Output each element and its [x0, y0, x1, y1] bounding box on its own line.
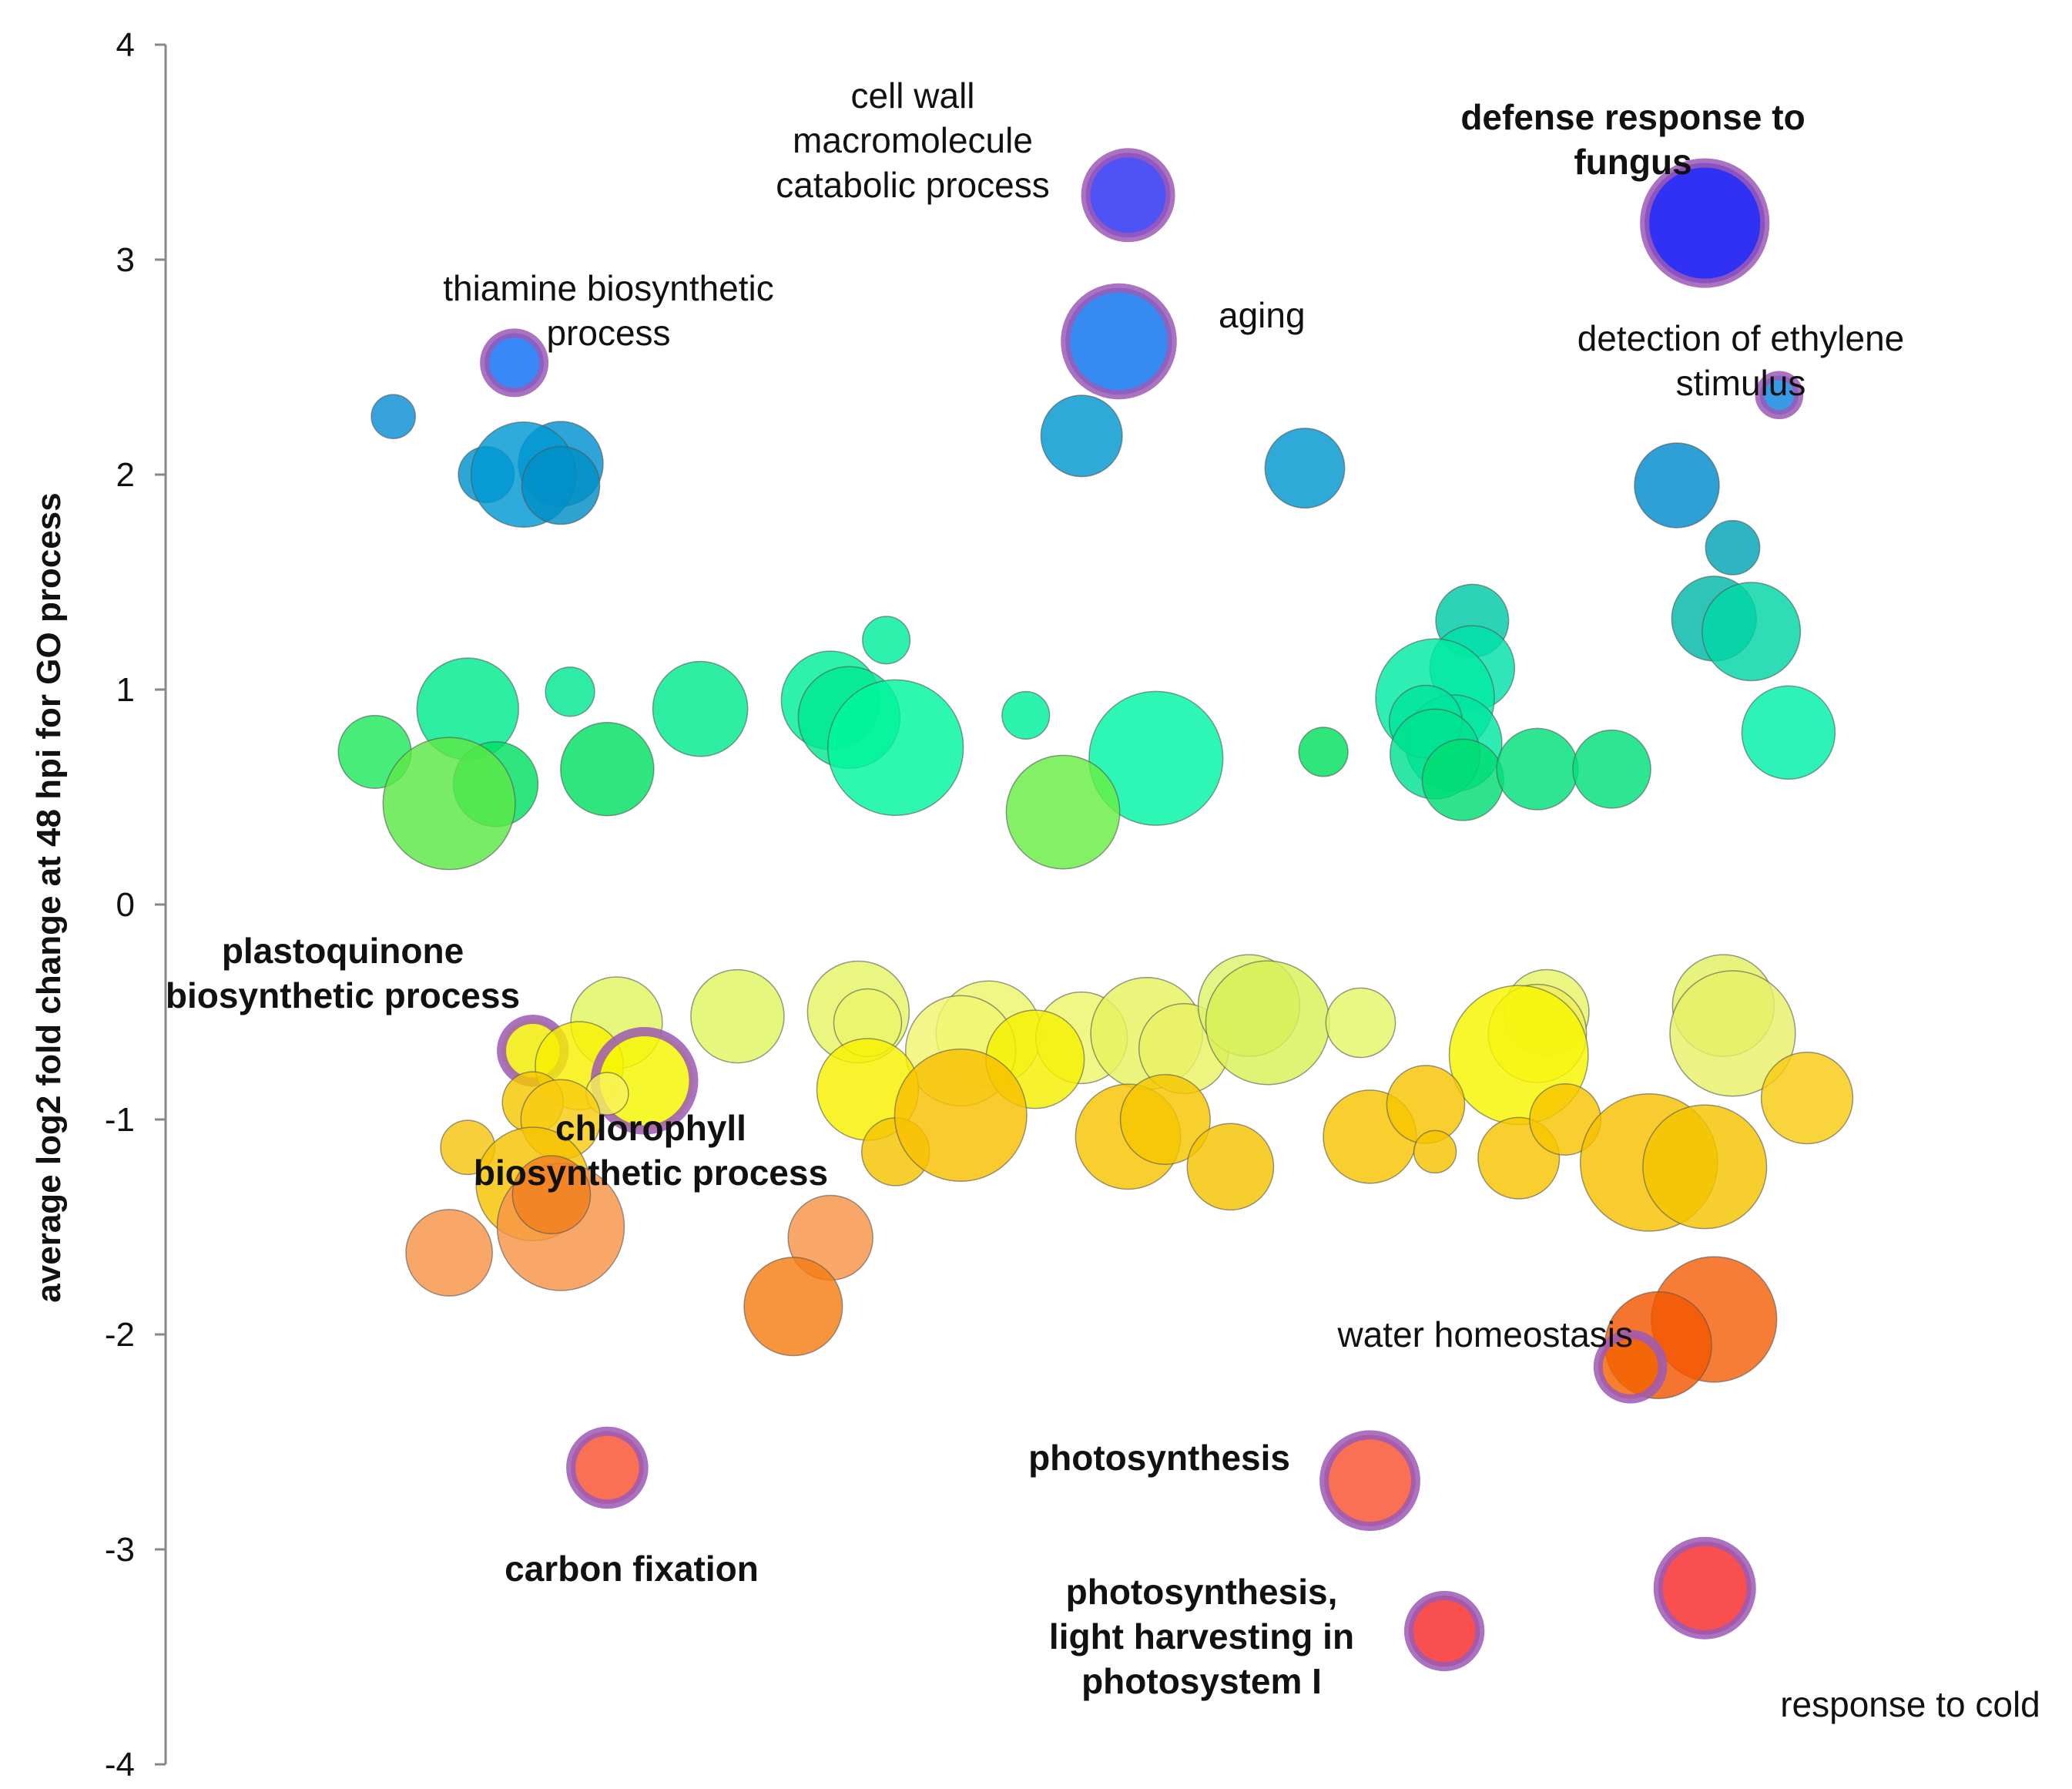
bubble: [1040, 394, 1123, 478]
annotation-layer: cell wall macromolecule catabolic process d…: [166, 76, 2040, 1724]
y-tick-label: -2: [105, 1316, 135, 1354]
annotation-label: photosynthesis: [1028, 1438, 1290, 1478]
bubble: [826, 679, 964, 817]
y-tick-label: 0: [116, 886, 135, 924]
highlighted-bubble: [1061, 283, 1177, 400]
y-tick-label: 4: [116, 26, 135, 64]
bubble: [1119, 1073, 1211, 1166]
annotation-label: chlorophyll biosynthetic process: [474, 1108, 828, 1193]
annotation-label: thiamine biosynthetic process: [443, 268, 774, 353]
bubble: [1702, 582, 1802, 682]
bubble: [1001, 690, 1051, 740]
bubble: [1496, 727, 1579, 811]
y-tick-label: 2: [116, 456, 135, 494]
bubble: [1325, 987, 1396, 1059]
bubble-layer: [337, 148, 1854, 1672]
bubble: [1705, 519, 1761, 576]
bubble: [382, 737, 516, 871]
highlighted-bubble: [1403, 1590, 1485, 1672]
bubble: [1386, 1065, 1466, 1144]
bubble: [894, 1048, 1028, 1182]
bubble: [1760, 1051, 1854, 1145]
bubble: [1264, 428, 1346, 509]
bubble: [1642, 1104, 1768, 1230]
y-tick-label: 1: [116, 671, 135, 709]
highlighted-bubble: [566, 1426, 649, 1509]
y-axis-title: average log2 fold change at 48 hpi for G…: [30, 492, 68, 1302]
bubble: [1634, 442, 1720, 529]
bubble: [862, 616, 911, 665]
bubble: [1572, 729, 1651, 809]
annotation-label: defense response to fungus: [1460, 97, 1805, 182]
bubble: [521, 445, 601, 525]
bubble: [1186, 1123, 1275, 1211]
highlighted-bubble: [1081, 148, 1175, 243]
bubble: [690, 968, 785, 1064]
bubble: [545, 666, 595, 717]
y-tick-label: 3: [116, 241, 135, 279]
bubble: [1205, 960, 1330, 1086]
y-axis-ticks: 4 3 2 1 0 -1 -2 -3 -4: [105, 26, 166, 1784]
annotation-label: carbon fixation: [505, 1549, 759, 1589]
bubble: [743, 1257, 843, 1357]
y-tick-label: -1: [105, 1101, 135, 1139]
bubble: [1741, 685, 1836, 780]
bubble: [1413, 1129, 1457, 1174]
annotation-label: cell wall macromolecule catabolic process: [776, 76, 1049, 205]
bubble: [1005, 754, 1121, 870]
highlighted-bubble: [1653, 1536, 1756, 1640]
annotation-label: plastoquinone biosynthetic process: [166, 931, 520, 1015]
bubble: [652, 660, 749, 757]
bubble: [1088, 690, 1224, 826]
annotation-label: detection of ethylene stimulus: [1577, 318, 1905, 403]
bubble: [370, 394, 416, 440]
annotation-label: water homeostasis: [1337, 1314, 1634, 1354]
annotation-label: photosynthesis, light harvesting in photos…: [1049, 1572, 1354, 1701]
bubble: [1298, 727, 1349, 777]
annotation-label: aging: [1219, 295, 1306, 335]
bubble: [1669, 970, 1796, 1097]
y-tick-label: -4: [105, 1746, 135, 1784]
highlighted-bubble: [1319, 1430, 1420, 1532]
highlighted-bubble: [1640, 158, 1770, 288]
highlighted-bubble: [1593, 1330, 1668, 1404]
y-tick-label: -3: [105, 1531, 135, 1569]
bubble: [1421, 738, 1504, 821]
annotation-label: response to cold: [1780, 1684, 2040, 1724]
bubble: [511, 1155, 592, 1235]
bubble: [405, 1209, 493, 1297]
bubble: [560, 721, 655, 817]
highlighted-bubble: [480, 328, 549, 398]
highlighted-bubble: [1755, 371, 1804, 420]
